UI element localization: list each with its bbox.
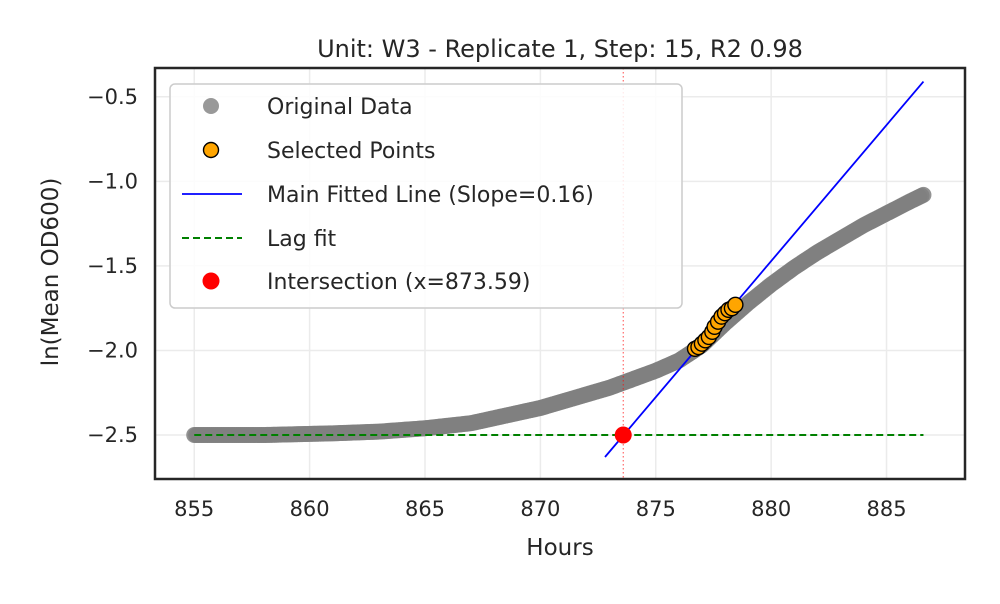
legend-label: Main Fitted Line (Slope=0.16) <box>267 183 594 208</box>
tick-labels: 855 860 865 870 875 880 885 −2.5 −2.0 −1.5 −1.0 −0.… <box>87 85 907 521</box>
legend-label: Intersection (x=873.59) <box>267 270 530 295</box>
legend-box <box>169 83 683 309</box>
x-tick-label: 865 <box>405 497 445 521</box>
intersection-point <box>614 426 632 444</box>
y-tick-label: −0.5 <box>87 85 138 109</box>
y-axis-label: ln(Mean OD600) <box>38 178 64 367</box>
legend-marker-selected <box>202 141 220 159</box>
plot-data <box>186 68 932 479</box>
x-tick-label: 855 <box>174 497 214 521</box>
y-tick-label: −2.0 <box>87 338 138 362</box>
legend: Original Data Selected Points Main Fitted … <box>169 83 683 309</box>
chart-title: Unit: W3 - Replicate 1, Step: 15, R2 0.9… <box>317 35 803 63</box>
x-tick-label: 885 <box>866 497 906 521</box>
x-axis-label: Hours <box>526 535 593 561</box>
legend-marker-intersection <box>202 272 220 290</box>
x-tick-label: 870 <box>520 497 560 521</box>
original-data-point <box>915 186 932 203</box>
legend-marker-original <box>203 98 219 114</box>
y-tick-label: −1.5 <box>87 254 138 278</box>
plot-frame <box>153 66 967 481</box>
selected-point <box>727 296 744 313</box>
legend-label: Lag fit <box>267 227 337 252</box>
legend-label: Selected Points <box>267 139 435 164</box>
main-fit-line <box>604 80 925 458</box>
legend-label: Original Data <box>267 95 413 120</box>
x-tick-label: 875 <box>636 497 676 521</box>
x-tick-label: 860 <box>290 497 330 521</box>
x-tick-label: 880 <box>751 497 791 521</box>
y-tick-label: −2.5 <box>87 423 138 447</box>
y-tick-label: −1.0 <box>87 169 138 193</box>
